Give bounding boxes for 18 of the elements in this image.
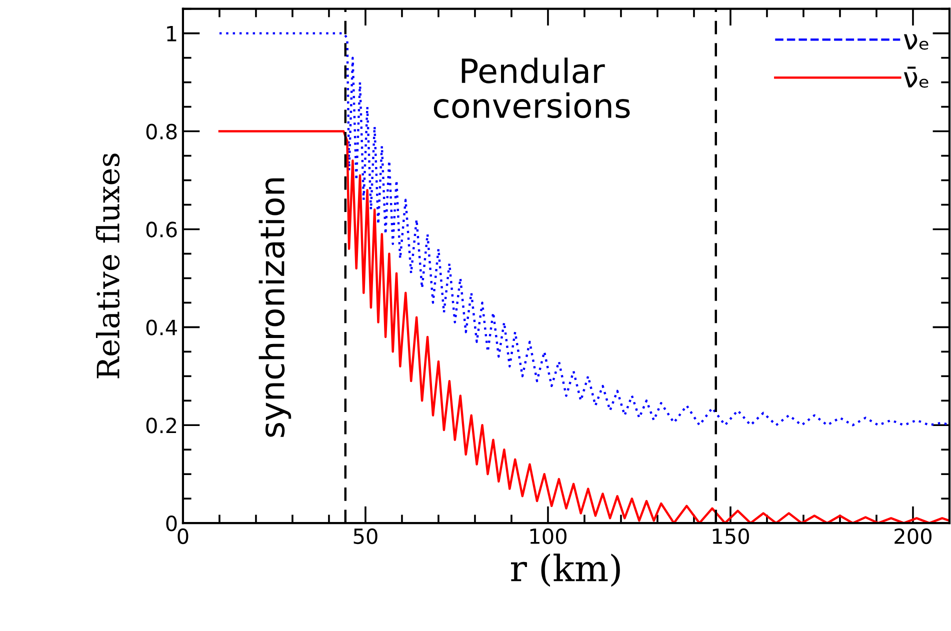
y-tick-label: 1 [167, 26, 176, 42]
y-tick-label: 0.2 [146, 418, 176, 434]
legend-label: ν̄ₑ [904, 66, 928, 88]
annotation: synchronization [258, 178, 292, 437]
legend-label: νₑ [904, 34, 928, 50]
y-axis-title: Relative fluxes [96, 154, 120, 378]
x-tick-label: 150 [712, 528, 749, 544]
x-tick-label: 200 [894, 528, 932, 544]
x-axis-title: r (km) [511, 554, 620, 587]
x-tick-label: 50 [354, 528, 378, 544]
y-tick-label: 0.6 [146, 222, 177, 238]
line-series [218, 130, 950, 524]
y-tick-label: 0.4 [146, 320, 177, 336]
y-tick-label: 0 [166, 516, 177, 532]
x-tick-label: 100 [530, 528, 566, 544]
y-tick-label: 0.8 [146, 124, 177, 140]
x-tick-label: 0 [178, 528, 188, 544]
annotation: Pendular conversions [434, 58, 630, 118]
